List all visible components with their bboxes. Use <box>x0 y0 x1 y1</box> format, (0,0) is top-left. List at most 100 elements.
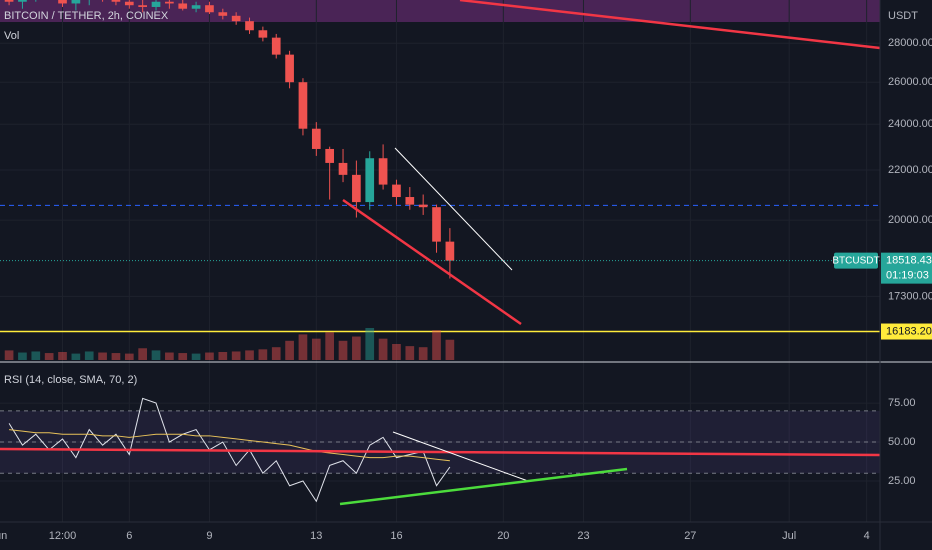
volume-bar <box>338 340 348 360</box>
candle-body <box>418 204 428 208</box>
volume-bar <box>4 350 14 360</box>
candle-body <box>352 174 361 203</box>
y-tick-label: 22000.00 <box>888 164 932 176</box>
candle-body <box>311 128 321 149</box>
candle-body <box>445 241 455 261</box>
rsi-title: RSI (14, close, SMA, 70, 2) <box>4 374 137 386</box>
candle-body <box>231 15 241 22</box>
y-tick-label: 75.00 <box>888 397 916 409</box>
candle-body <box>218 12 228 16</box>
purple-band <box>0 0 880 22</box>
candle-body <box>71 0 81 4</box>
candle-body <box>392 184 401 198</box>
rsi-trendline <box>392 431 529 482</box>
volume-bar <box>191 353 201 360</box>
countdown-label: 01:19:03 <box>886 270 929 282</box>
candle-body <box>298 82 308 129</box>
price-tag <box>881 252 932 284</box>
volume-bar <box>111 353 121 360</box>
candle-body <box>271 37 281 55</box>
y-unit: USDT <box>888 10 918 22</box>
price-tags: BTCUSDT 18518.43 01:19:03 16183.20 <box>832 252 932 340</box>
volume-bar <box>44 353 54 360</box>
volume-bar <box>31 351 41 360</box>
level-label: 16183.20 <box>886 325 932 337</box>
x-tick-label: 4 <box>864 530 870 542</box>
candle-body <box>432 207 441 242</box>
rsi-line <box>9 429 450 462</box>
trendline <box>459 0 881 50</box>
candle-body <box>258 30 268 38</box>
x-tick-label: 27 <box>684 530 696 542</box>
last-price-label: 18518.43 <box>886 255 932 267</box>
y-tick-label: 26000.00 <box>888 76 932 88</box>
volume-bar <box>138 348 148 360</box>
volume-bar <box>84 351 94 360</box>
x-tick-label: 20 <box>497 530 509 542</box>
chart-title: BITCOIN / TETHER, 2h, COINEX <box>4 10 169 22</box>
volume-bar <box>245 350 254 360</box>
volume-bar <box>271 347 281 360</box>
candle-body <box>111 0 121 2</box>
volume-bar <box>231 351 241 360</box>
trendline <box>342 198 522 326</box>
y-tick-label: 25.00 <box>888 475 916 487</box>
x-tick-label: 13 <box>310 530 322 542</box>
symbol-label: BTCUSDT <box>832 255 879 266</box>
candle-body <box>325 148 335 163</box>
symbol-tag <box>834 252 878 269</box>
candle-body <box>138 5 148 7</box>
x-tick-label: 6 <box>126 530 132 542</box>
candle-body <box>191 5 201 9</box>
volume-bar <box>285 340 294 360</box>
y-tick-label: 28000.00 <box>888 37 932 49</box>
x-tick-label: Jul <box>782 530 796 542</box>
candle-body <box>245 21 254 31</box>
candle-body <box>18 0 27 2</box>
candle-body <box>378 158 388 185</box>
rsi-line <box>8 397 451 503</box>
volume-bar <box>365 328 375 360</box>
candle-body <box>338 162 348 175</box>
y-tick-label: 20000.00 <box>888 214 932 226</box>
volume-bar <box>205 352 214 360</box>
candle-body <box>151 1 161 7</box>
x-tick-label: 16 <box>390 530 402 542</box>
candle-body <box>405 197 415 205</box>
x-tick-label: Jun <box>0 530 7 542</box>
volume-bar <box>165 352 174 360</box>
volume-bar <box>18 352 27 360</box>
candle-body <box>178 3 188 9</box>
volume-bar <box>392 344 401 360</box>
volume-bar <box>98 352 107 360</box>
candle-body <box>205 5 214 13</box>
x-tick-label: 12:00 <box>49 530 77 542</box>
candle-body <box>285 54 294 83</box>
volume-bar <box>71 353 81 360</box>
candle-body <box>365 158 375 203</box>
price-pane <box>0 0 880 360</box>
volume-bar <box>445 339 455 360</box>
volume-bar <box>418 347 428 360</box>
volume-bar <box>124 353 134 360</box>
rsi-trendline <box>0 447 881 457</box>
x-tick-label: 9 <box>206 530 212 542</box>
rsi-pane <box>0 397 880 503</box>
rsi-trendline <box>339 467 628 506</box>
volume-bar <box>218 352 228 360</box>
level-tag <box>881 323 932 340</box>
x-tick-label: 23 <box>577 530 589 542</box>
volume-bar <box>58 352 67 360</box>
volume-bar <box>258 349 268 360</box>
candle-body <box>124 1 134 6</box>
volume-label: Vol <box>4 30 19 42</box>
y-tick-label: 24000.00 <box>888 118 932 130</box>
volume-bar <box>378 338 388 360</box>
volume-bar <box>432 330 441 360</box>
volume-bar <box>178 353 188 360</box>
volume-bar <box>151 350 161 360</box>
candle-body <box>4 0 14 2</box>
candle-body <box>165 1 174 4</box>
y-tick-label: 17300.00 <box>888 290 932 302</box>
